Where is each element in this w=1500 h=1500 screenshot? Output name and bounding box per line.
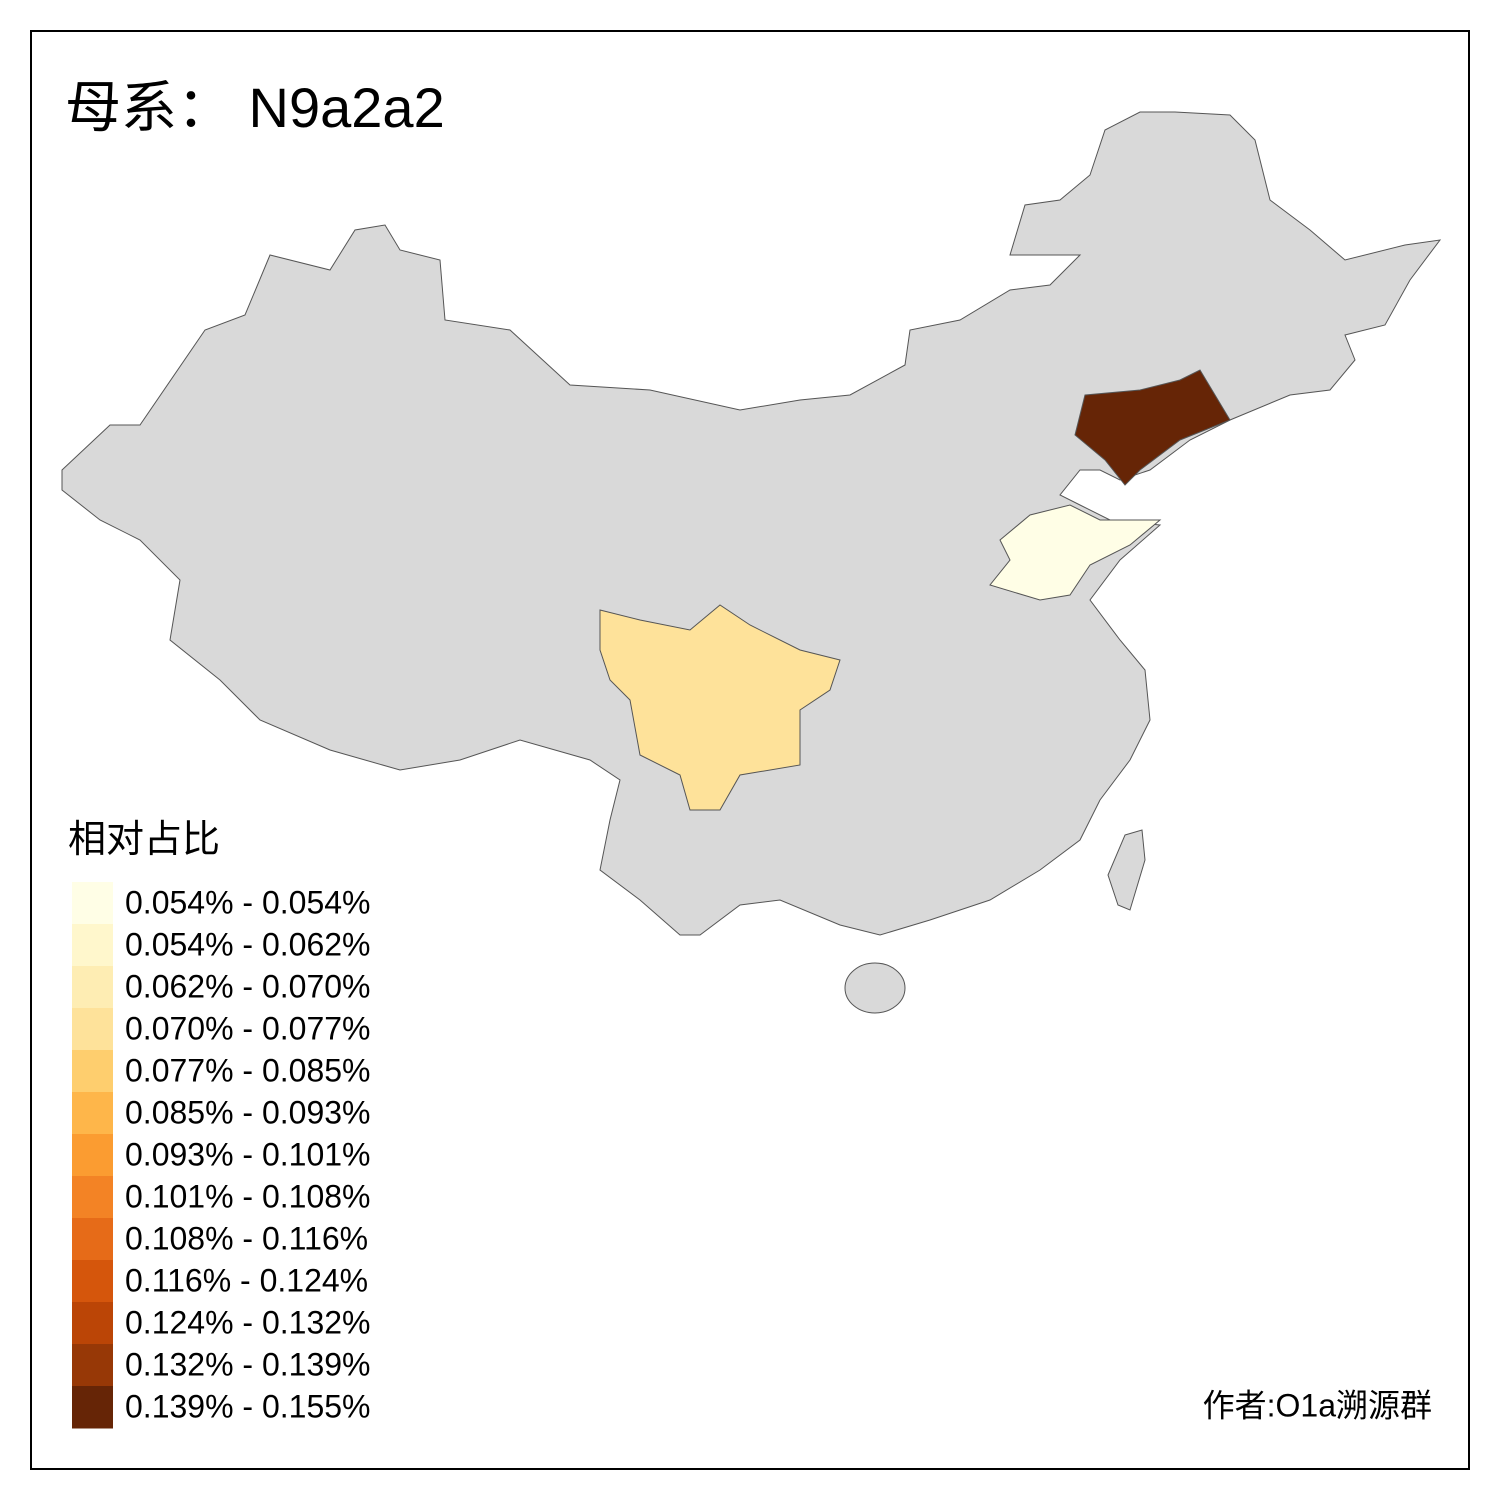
legend-label: 0.054% - 0.054% — [125, 884, 371, 920]
legend-swatch — [72, 966, 113, 1009]
legend-swatch — [72, 924, 113, 967]
legend-label: 0.062% - 0.070% — [125, 968, 371, 1004]
legend-swatch — [72, 1386, 113, 1429]
legend-label: 0.093% - 0.101% — [125, 1136, 371, 1172]
legend-swatch — [72, 1218, 113, 1261]
legend-swatch — [72, 1260, 113, 1303]
legend-label: 0.116% - 0.124% — [125, 1262, 368, 1298]
map-title: 母系： N9a2a2 — [65, 76, 445, 139]
legend-swatch — [72, 882, 113, 925]
legend-title: 相对占比 — [68, 819, 220, 861]
highlighted-region — [599, 604, 841, 811]
island — [1107, 829, 1146, 911]
highlighted-region — [1074, 369, 1231, 486]
credit: 作者:O1a溯源群 — [1203, 1387, 1432, 1423]
legend-label: 0.124% - 0.132% — [125, 1304, 371, 1340]
legend: 0.054% - 0.054% 0.054% - 0.062% 0.062% - 0… — [72, 882, 371, 1429]
legend-label: 0.139% - 0.155% — [125, 1388, 371, 1424]
map — [61, 111, 1442, 1014]
legend-swatch — [72, 1176, 113, 1219]
frame — [30, 30, 1470, 1470]
country-outline — [61, 111, 1442, 936]
legend-label: 0.077% - 0.085% — [125, 1052, 371, 1088]
highlighted-region — [989, 504, 1162, 601]
legend-label: 0.070% - 0.077% — [125, 1010, 371, 1046]
legend-label: 0.085% - 0.093% — [125, 1094, 371, 1130]
legend-label: 0.132% - 0.139% — [125, 1346, 371, 1382]
legend-swatch — [72, 1344, 113, 1387]
legend-label: 0.108% - 0.116% — [125, 1220, 368, 1256]
legend-swatch — [72, 1092, 113, 1135]
legend-swatch — [72, 1302, 113, 1345]
legend-label: 0.101% - 0.108% — [125, 1178, 371, 1214]
island — [844, 962, 906, 1014]
legend-swatch — [72, 1008, 113, 1051]
legend-swatch — [72, 1134, 113, 1177]
legend-label: 0.054% - 0.062% — [125, 926, 371, 962]
legend-swatch — [72, 1050, 113, 1093]
